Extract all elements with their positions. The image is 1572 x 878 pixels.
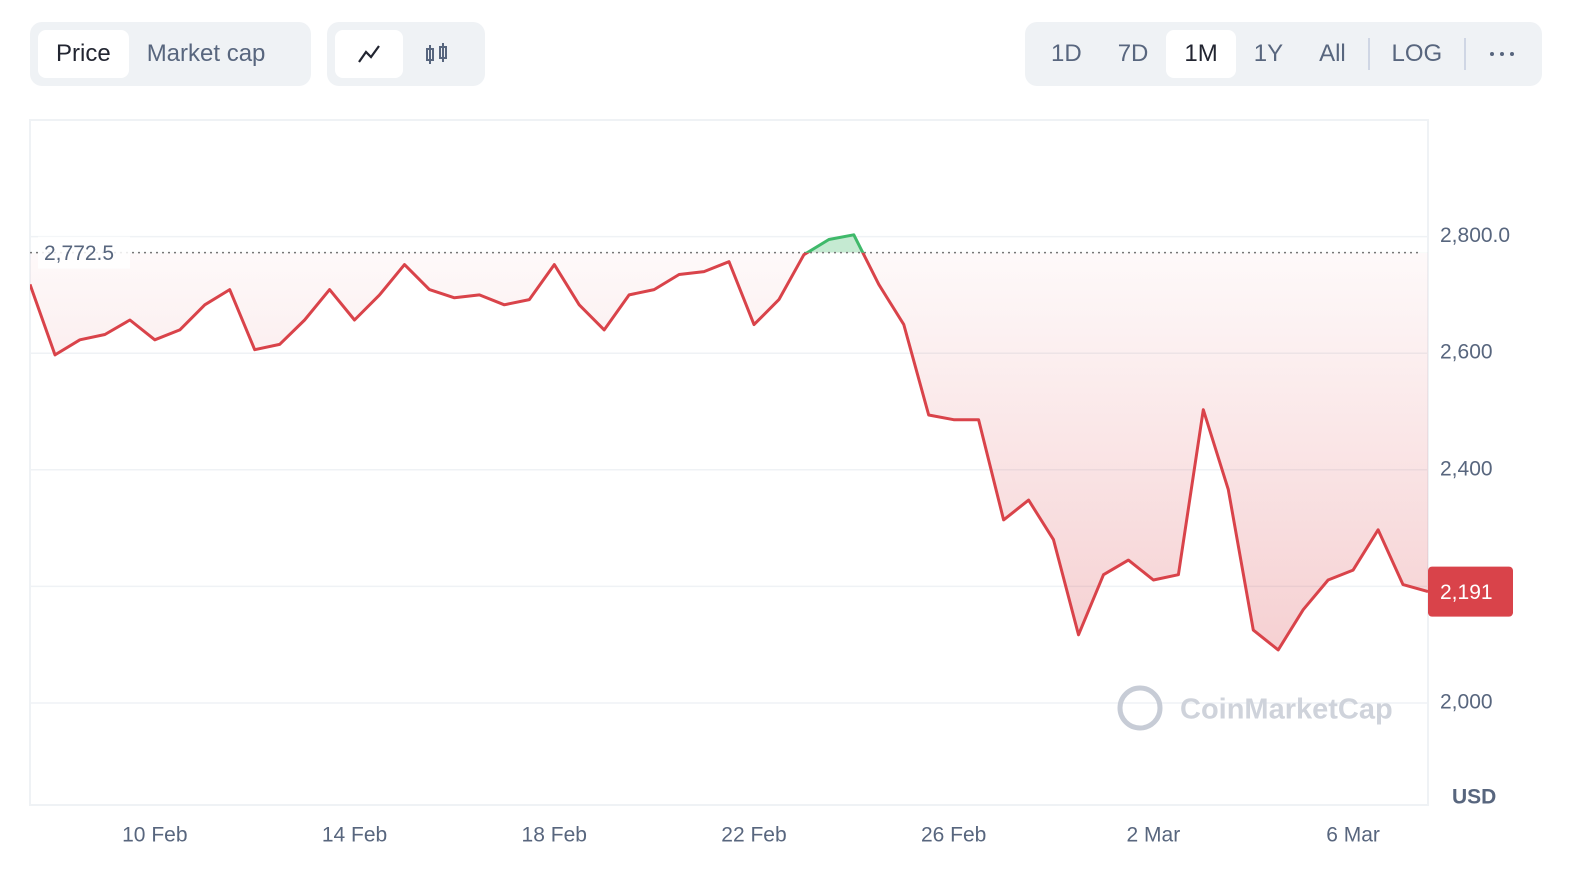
y-tick-label: 2,000 [1440,691,1493,714]
chart-style-toggle [327,22,485,86]
unit-label: USD [1452,786,1496,809]
metric-toggle: Price Market cap [30,22,311,86]
area-down [30,252,1428,650]
metric-button[interactable]: Market cap [146,40,266,67]
last-price-badge [1428,566,1513,617]
range-toggle: 1D 7D 1M 1Y All LOG [1025,22,1542,86]
range-button[interactable]: 7D [1117,40,1149,67]
x-tick-label: 22 Feb [721,824,786,847]
range-button[interactable]: 1M [1166,30,1236,78]
last-price-label: 2,191 [1440,581,1493,604]
range-button[interactable]: All [1319,40,1346,67]
watermark-logo [1117,685,1163,731]
y-tick-label: 2,400 [1440,457,1493,480]
candle-icon[interactable] [403,30,471,78]
log-button[interactable]: LOG [1391,40,1443,67]
separator [1464,38,1466,70]
x-tick-label: 10 Feb [122,824,187,847]
y-tick-label: 2,600 [1440,341,1493,364]
metric-button[interactable]: Price [38,30,129,78]
reference-label: 2,772.5 [44,242,114,265]
range-button[interactable]: 1Y [1253,40,1284,67]
range-button[interactable]: 1D [1051,40,1082,67]
watermark: CoinMarketCap [1180,694,1393,726]
x-tick-label: 14 Feb [322,824,387,847]
separator [1367,38,1370,70]
reference-label-bg [38,236,130,269]
line-icon[interactable] [335,30,403,78]
x-tick-label: 2 Mar [1127,824,1181,847]
price-line-up [804,233,865,253]
icon [1490,52,1514,56]
x-tick-label: 6 Mar [1326,824,1380,847]
y-tick-label: 2,800.0 [1440,224,1510,247]
plot-frame [29,119,1429,806]
price-line [30,252,1428,652]
area-up [807,234,863,253]
icon [426,43,447,64]
icon [358,45,380,63]
more-button[interactable] [1470,30,1534,78]
x-tick-label: 26 Feb [921,824,986,847]
x-tick-label: 18 Feb [522,824,587,847]
